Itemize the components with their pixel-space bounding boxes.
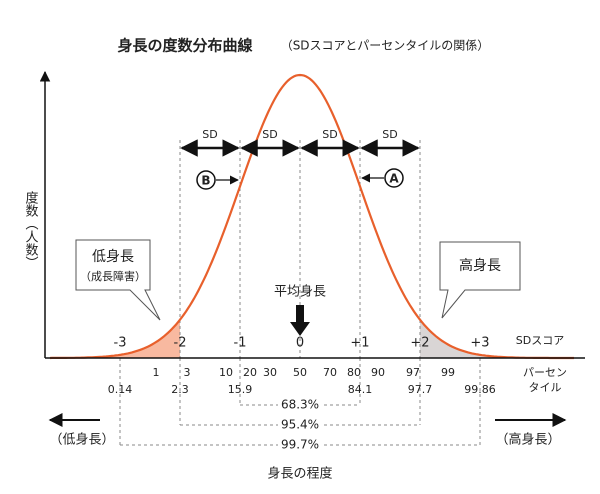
sd-arrow-label: SD	[322, 128, 337, 141]
sd-label: -2	[174, 336, 187, 351]
percentile-label: 2.3	[171, 383, 189, 396]
percentile-axis-label: パーセン	[523, 366, 567, 379]
mean-arrow	[290, 305, 310, 336]
callout-low-box	[75, 239, 161, 321]
sd-label: -1	[234, 336, 247, 351]
sd-arrow-label: SD	[382, 128, 397, 141]
percentile-label: 90	[371, 366, 385, 379]
marker-a: A	[389, 172, 399, 186]
percentile-label: 30	[263, 366, 277, 379]
sd-arrow-label: SD	[262, 128, 277, 141]
range-label: 99.7%	[281, 438, 319, 452]
percentile-label: 3	[184, 366, 191, 379]
callout-low-title: 低身長	[92, 249, 134, 265]
sd-label: +2	[410, 336, 429, 351]
range-bg	[278, 397, 322, 413]
percentile-label: 99	[441, 366, 455, 379]
percentile-label: 84.1	[348, 383, 373, 396]
sd-label: -3	[114, 336, 127, 351]
callout-high-box	[439, 241, 521, 319]
sd-label: +3	[470, 336, 489, 351]
percentile-label: 50	[293, 366, 307, 379]
percentile-label: 10	[219, 366, 233, 379]
sd-label: 0	[296, 336, 304, 351]
x-axis-label: 身長の程度	[267, 466, 332, 482]
percentile-label: 99.86	[464, 383, 496, 396]
percentile-label: 15.9	[228, 383, 253, 396]
percentile-label: 97.7	[408, 383, 433, 396]
percentile-label: 80	[347, 366, 361, 379]
range-label: 95.4%	[281, 418, 319, 432]
percentile-label: 97	[406, 366, 420, 379]
x-end-low: （低身長）	[49, 432, 114, 448]
callout-low-sub: （成長障害）	[80, 269, 146, 283]
y-axis-label: 度数（人数）	[23, 190, 39, 269]
marker-a-circle	[384, 168, 404, 188]
low-tail	[50, 319, 180, 358]
percentile-axis-label: タイル	[529, 381, 562, 394]
range-label: 68.3%	[281, 398, 319, 412]
title: 身長の度数分布曲線	[117, 37, 252, 55]
percentile-label: 0.14	[108, 383, 133, 396]
x-end-high: （高身長）	[495, 432, 560, 448]
percentile-label: 1	[153, 366, 160, 379]
marker-b-circle	[196, 170, 216, 190]
percentile-label: 20	[243, 366, 257, 379]
percentile-label: 70	[323, 366, 337, 379]
marker-b: B	[201, 174, 210, 188]
range-bg	[278, 437, 322, 453]
sd-axis-label: SDスコア	[516, 334, 564, 347]
sd-label: +1	[350, 336, 369, 351]
subtitle: （SDスコアとパーセンタイルの関係）	[281, 39, 490, 53]
bell-curve	[49, 73, 574, 360]
range-bg	[278, 417, 322, 433]
callout-high-title: 高身長	[459, 257, 501, 274]
mean-label: 平均身長	[274, 284, 326, 300]
sd-arrow-label: SD	[202, 128, 217, 141]
